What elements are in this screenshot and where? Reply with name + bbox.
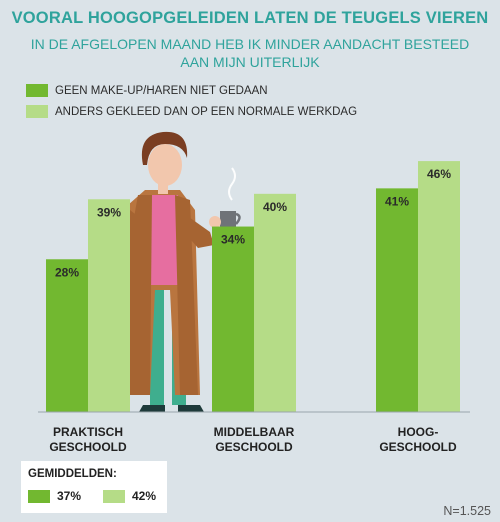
category-label: PRAKTISCH GESCHOOLD bbox=[49, 425, 127, 454]
average-value-dark: 37% bbox=[57, 489, 82, 503]
category-label: MIDDELBAAR GESCHOOLD bbox=[214, 425, 295, 454]
bar-dark-2 bbox=[376, 188, 418, 412]
bar-value-label: 40% bbox=[263, 200, 287, 214]
legend: GEEN MAKE-UP/HAREN NIET GEDAAN ANDERS GE… bbox=[26, 80, 357, 122]
bar-value-label: 39% bbox=[97, 205, 121, 219]
average-swatch-dark bbox=[28, 489, 50, 503]
bar-dark-1 bbox=[212, 226, 254, 412]
average-item-light: 42% bbox=[103, 489, 156, 503]
chart-title: VOORAL HOOGOPGELEIDEN LATEN DE TEUGELS V… bbox=[11, 9, 489, 27]
legend-label: GEEN MAKE-UP/HAREN NIET GEDAAN bbox=[55, 84, 268, 97]
legend-item-series-1: GEEN MAKE-UP/HAREN NIET GEDAAN bbox=[26, 80, 357, 101]
bar-dark-0 bbox=[46, 259, 88, 412]
person-with-coffee-cup-illustration bbox=[118, 131, 241, 412]
category-label: HOOG-GESCHOOLD bbox=[379, 425, 457, 454]
bar-value-label: 28% bbox=[55, 265, 79, 279]
legend-item-series-2: ANDERS GEKLEED DAN OP EEN NORMALE WERKDA… bbox=[26, 101, 357, 122]
legend-swatch-light bbox=[26, 105, 48, 118]
sample-size-note: N=1.525 bbox=[443, 504, 491, 518]
average-value-light: 42% bbox=[132, 489, 157, 503]
bar-light-2 bbox=[418, 161, 460, 412]
bar-value-label: 41% bbox=[385, 194, 409, 208]
legend-label: ANDERS GEKLEED DAN OP EEN NORMALE WERKDA… bbox=[55, 105, 358, 118]
average-swatch-light bbox=[103, 489, 125, 503]
averages-box: GEMIDDELDEN: 37% 42% bbox=[21, 461, 167, 513]
average-item-dark: 37% bbox=[28, 489, 81, 503]
bar-value-label: 46% bbox=[427, 167, 451, 181]
bar-light-1 bbox=[254, 193, 296, 412]
chart-subtitle: IN DE AFGELOPEN MAAND HEB IK MINDER AAND… bbox=[30, 36, 470, 70]
bar-light-0 bbox=[88, 199, 130, 412]
averages-title: GEMIDDELDEN: bbox=[28, 468, 117, 480]
bar-value-label: 34% bbox=[221, 233, 245, 247]
legend-swatch-dark bbox=[26, 84, 48, 97]
